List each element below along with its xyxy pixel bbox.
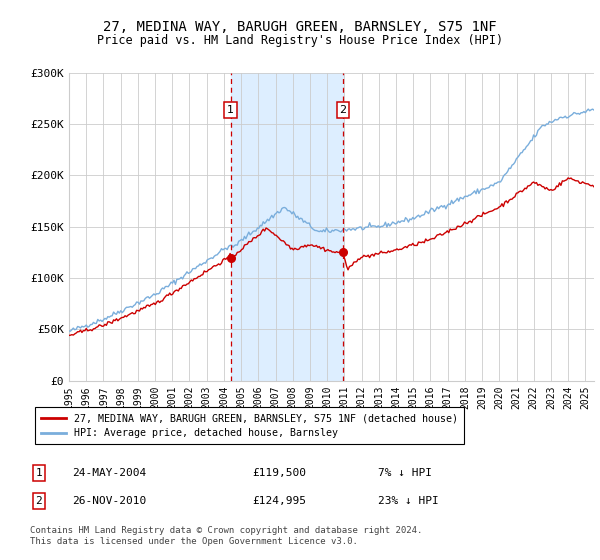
Text: 24-MAY-2004: 24-MAY-2004: [72, 468, 146, 478]
Text: £124,995: £124,995: [252, 496, 306, 506]
Text: £119,500: £119,500: [252, 468, 306, 478]
Text: 26-NOV-2010: 26-NOV-2010: [72, 496, 146, 506]
Bar: [230, 73, 343, 381]
Text: 7% ↓ HPI: 7% ↓ HPI: [378, 468, 432, 478]
Text: Contains HM Land Registry data © Crown copyright and database right 2024.
This d: Contains HM Land Registry data © Crown c…: [30, 526, 422, 546]
Text: 27, MEDINA WAY, BARUGH GREEN, BARNSLEY, S75 1NF: 27, MEDINA WAY, BARUGH GREEN, BARNSLEY, …: [103, 20, 497, 34]
Text: 2: 2: [339, 105, 346, 115]
Text: 1: 1: [227, 105, 234, 115]
Legend: 27, MEDINA WAY, BARUGH GREEN, BARNSLEY, S75 1NF (detached house), HPI: Average p: 27, MEDINA WAY, BARUGH GREEN, BARNSLEY, …: [35, 407, 464, 444]
Text: 2: 2: [35, 496, 43, 506]
Text: Price paid vs. HM Land Registry's House Price Index (HPI): Price paid vs. HM Land Registry's House …: [97, 34, 503, 46]
Text: 1: 1: [35, 468, 43, 478]
Text: 23% ↓ HPI: 23% ↓ HPI: [378, 496, 439, 506]
